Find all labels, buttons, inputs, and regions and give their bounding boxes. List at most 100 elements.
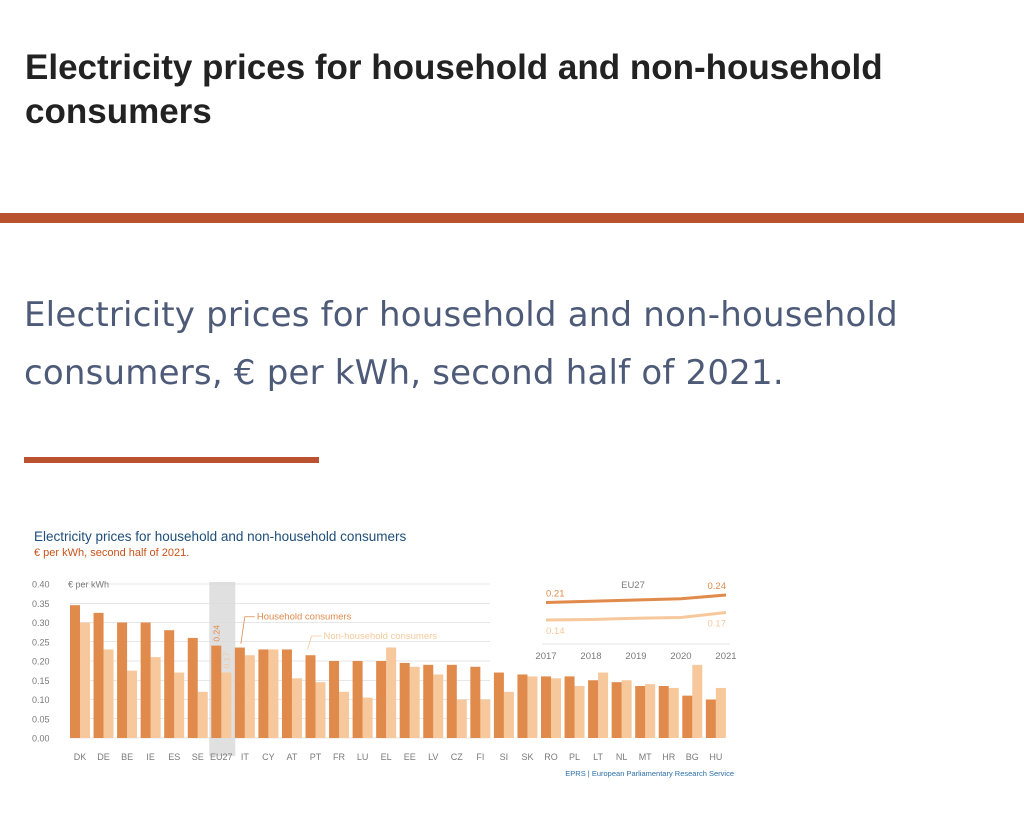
bar-household [399,662,410,738]
inset-x-tick-label: 2020 [670,651,691,662]
x-tick-label: AT [287,752,298,762]
chart-title: Electricity prices for household and non… [34,529,406,544]
bar-household [376,661,387,738]
non-household-callout-line [307,635,322,650]
bar-non-household [339,691,350,738]
bar-household [352,661,363,738]
bar-non-household [503,691,514,738]
bar-non-household [668,687,679,738]
bar-non-household [409,666,420,738]
bar-non-household [551,678,561,738]
x-tick-label: DE [97,752,110,762]
bar-household [93,612,104,738]
bar-household [635,686,646,738]
bar-non-household [574,686,585,738]
bar-household [423,664,434,738]
x-tick-label: BG [686,752,699,762]
non-household-series-label: Non-household consumers [324,631,438,642]
x-tick-label: EE [404,752,416,762]
y-tick-label: 0.15 [32,676,50,686]
bar-household [588,680,599,738]
x-tick-label: PT [310,752,322,762]
plot-area: 0.00 0.05 0.10 0.15 0.20 0.25 0.30 0.35 0.40 € pe… [32,580,726,762]
bar-household [517,674,528,738]
bar-non-household [127,670,138,738]
inset-title: EU27 [621,580,645,591]
page-subtitle: Electricity prices for household and non… [24,295,898,393]
x-tick-label: SI [500,752,509,762]
household-callout-line [240,616,255,644]
bar-non-household [598,672,609,738]
bar-household [470,666,481,738]
x-tick-label: FI [476,752,484,762]
bar-household [211,645,222,738]
bar-non-household [221,672,232,738]
chart-figure: Electricity prices for household and non… [30,522,750,792]
section-divider [24,457,319,463]
page-title: Electricity prices for household and non… [25,48,883,131]
bar-non-household [291,678,302,738]
bar-non-household [386,647,397,738]
x-tick-label: NL [616,752,628,762]
bar-household [705,699,716,738]
bar-non-household [692,664,703,738]
x-tick-label: CZ [451,752,463,762]
bar-chart: Electricity prices for household and non… [32,529,737,778]
y-tick-label: 0.35 [32,599,50,609]
bar-household [187,637,198,738]
eu27-inset-chart: EU27 0.21 0.14 0.24 0.17 2017 2018 2019 2020 2021 [535,580,736,662]
bar-household [658,686,669,738]
bar-household [541,676,551,738]
y-tick-label: 0.25 [32,637,50,647]
bar-household [234,647,245,738]
bar-non-household [362,697,373,738]
bar-non-household [103,649,114,738]
bar-household [117,622,128,738]
y-tick-label: 0.05 [32,714,50,724]
bar-household [70,605,80,738]
x-tick-label: LT [593,752,603,762]
x-tick-label: CY [262,752,275,762]
inset-x-tick-label: 2018 [580,651,601,662]
bar-household [493,672,504,738]
inset-non-household-line [545,611,727,622]
bar-household [611,682,622,738]
y-tick-label: 0.00 [32,734,50,744]
bar-household [140,622,151,738]
inset-non-household-end: 0.17 [708,619,727,630]
x-tick-label: EU27 [210,752,233,762]
bar-non-household [174,672,185,738]
y-tick-label: 0.20 [32,657,50,667]
y-tick-label: 0.40 [32,580,50,590]
inset-household-line [545,593,727,604]
bar-household [258,649,269,738]
x-tick-label: EL [381,752,392,762]
x-tick-label: PL [569,752,580,762]
x-tick-label: MT [639,752,652,762]
y-tick-label: 0.30 [32,618,50,628]
inset-x-tick-label: 2017 [535,651,556,662]
x-tick-label: HR [662,752,675,762]
x-tick-label: FR [333,752,345,762]
x-tick-label: IT [241,752,250,762]
bar-non-household [456,699,467,738]
x-tick-label: LV [428,752,438,762]
y-tick-label: 0.10 [32,695,50,705]
bar-household [281,649,292,738]
bar-non-household [527,676,538,738]
household-series-label: Household consumers [257,612,352,623]
bar-non-household [433,674,444,738]
x-tick-label: DK [74,752,87,762]
inset-x-tick-label: 2019 [625,651,646,662]
eu27-non-household-value: 0.17 [221,652,231,669]
x-tick-label: HU [709,752,722,762]
bar-non-household [150,657,161,738]
x-tick-label: IE [146,752,155,762]
inset-household-start: 0.21 [546,589,565,600]
source-credit: EPRS | European Parliamentary Research S… [565,769,734,778]
inset-household-end: 0.24 [708,581,727,592]
bar-household [446,664,457,738]
bar-non-household [244,655,255,738]
x-tick-label: RO [544,752,558,762]
bar-household [329,661,340,738]
